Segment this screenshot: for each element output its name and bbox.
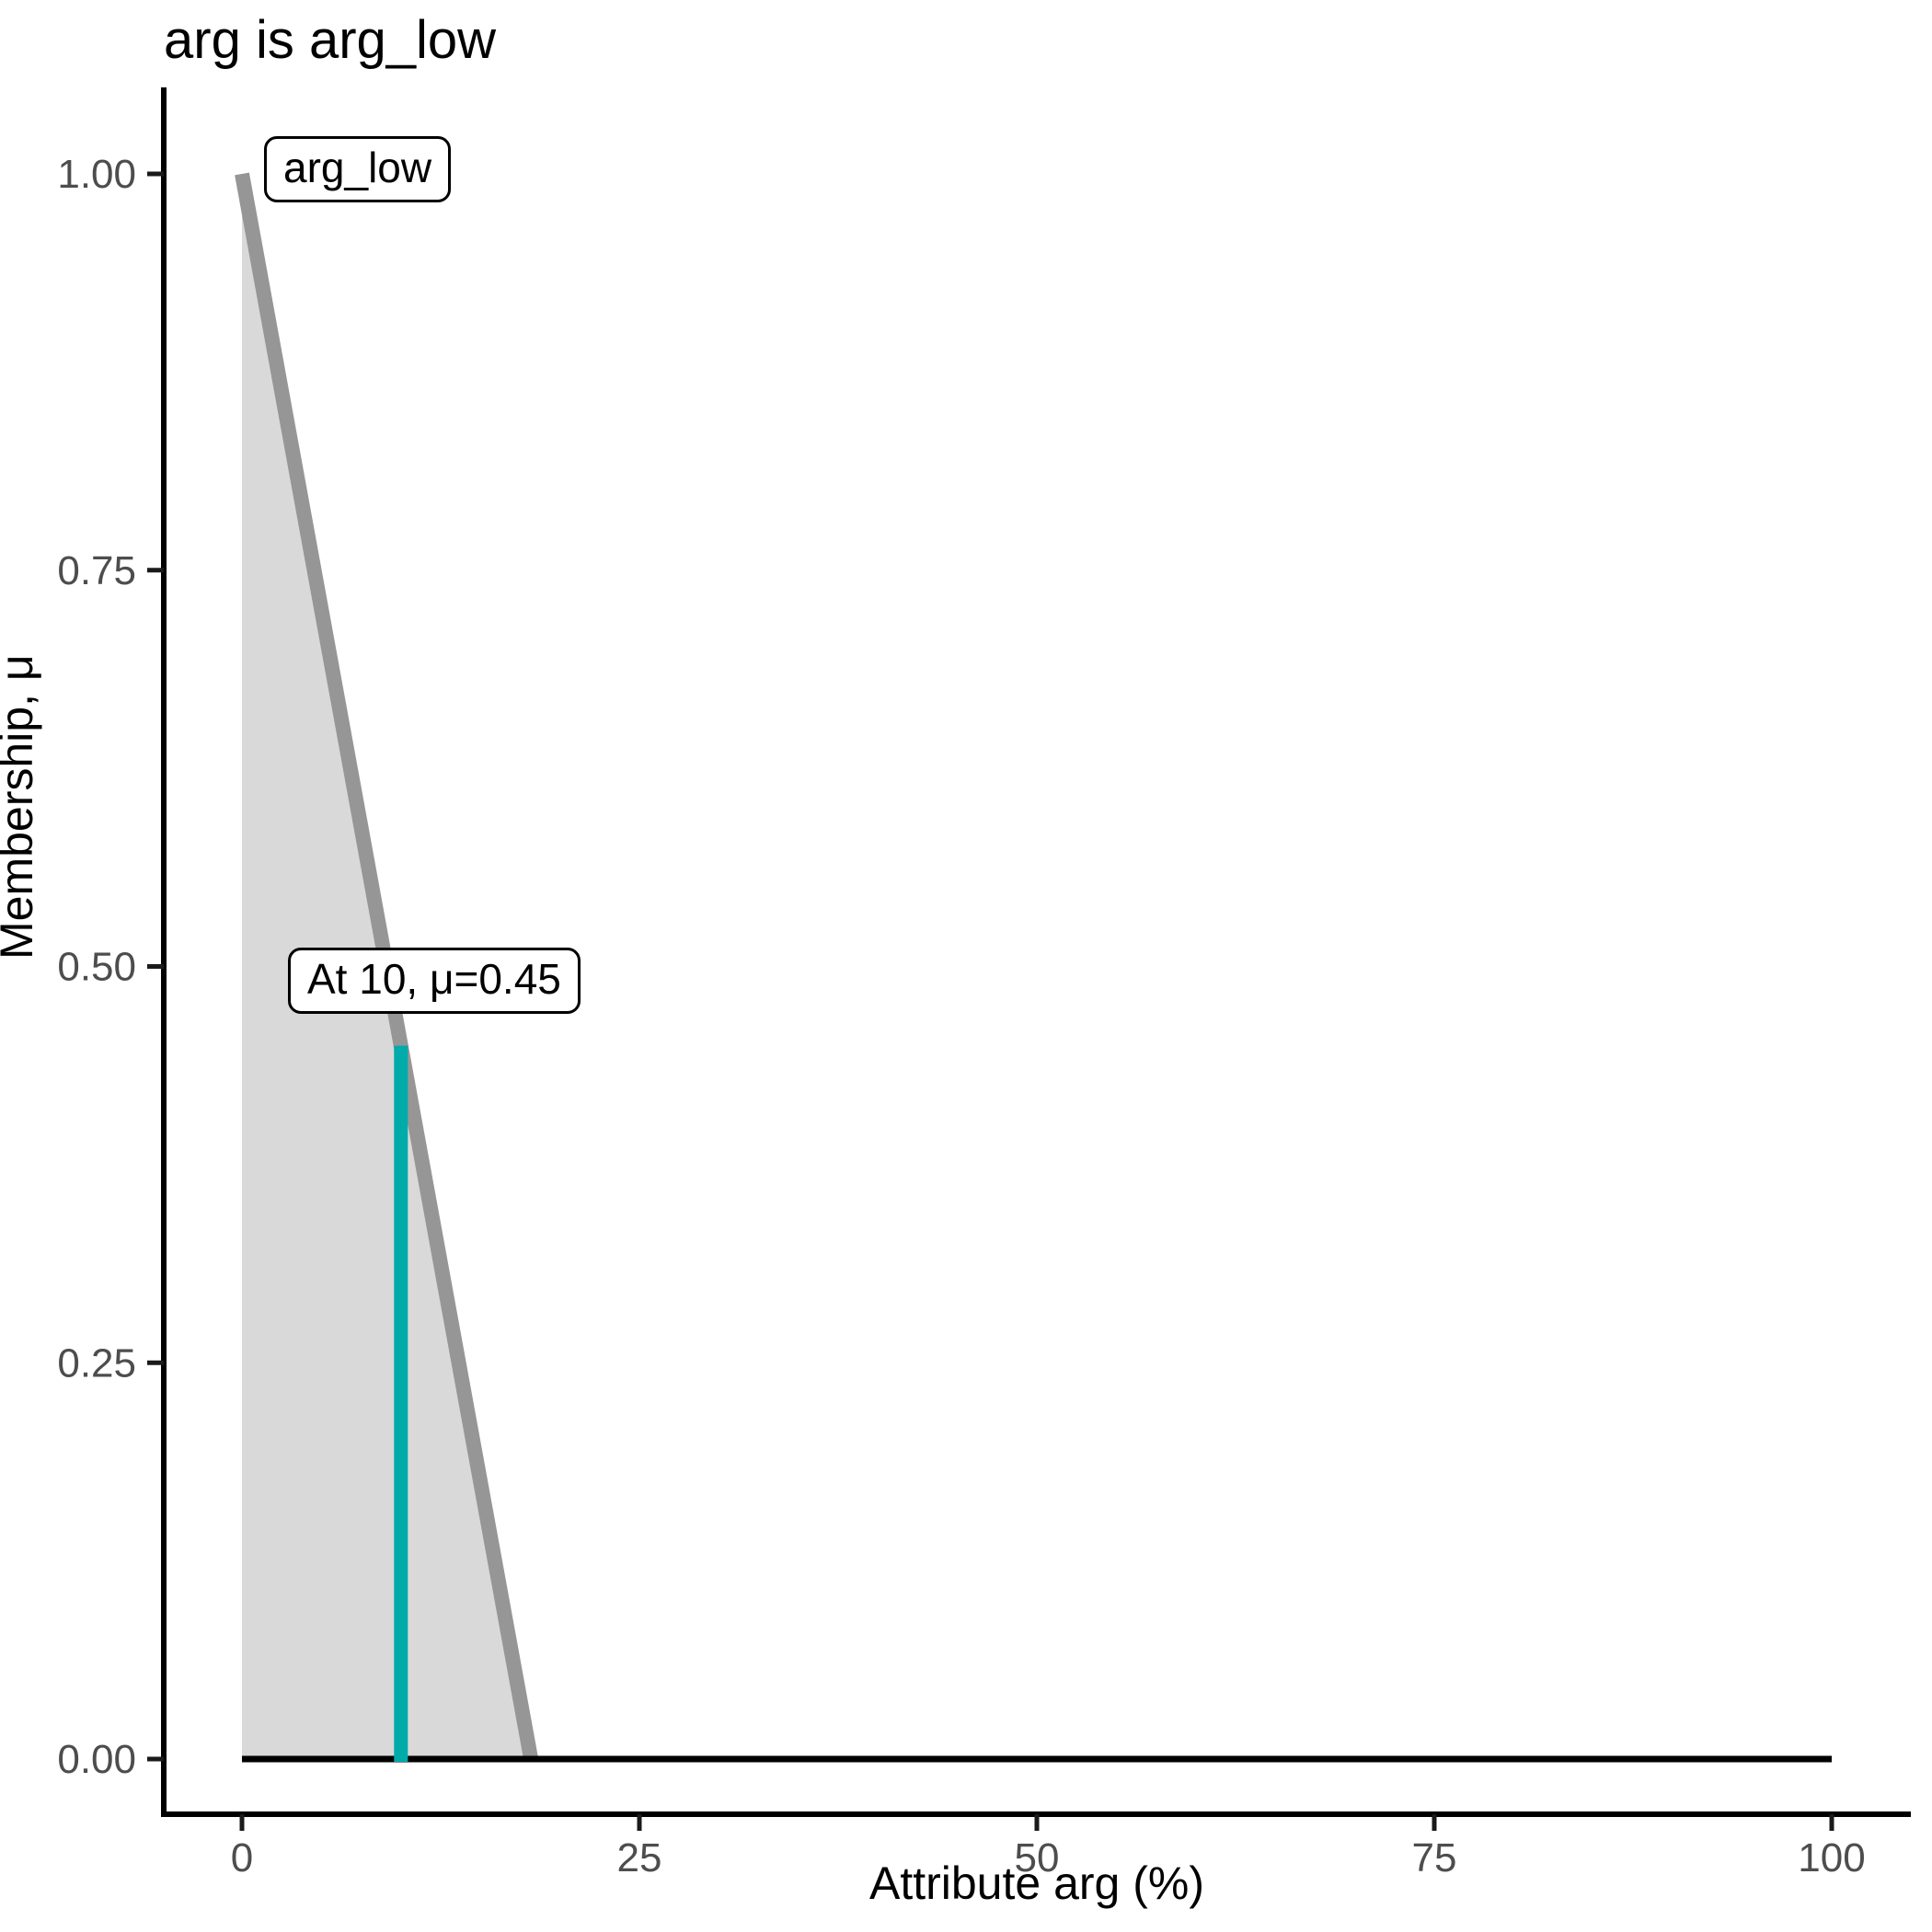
y-tick-label: 1.00 (57, 152, 136, 197)
x-tick-label: 75 (1412, 1835, 1457, 1880)
y-axis-title: Membership, μ (0, 654, 42, 960)
y-tick-label: 0.25 (57, 1340, 136, 1386)
x-tick-label: 50 (1015, 1835, 1060, 1880)
plot-title: arg is arg_low (164, 10, 497, 70)
x-tick-label: 100 (1798, 1835, 1865, 1880)
y-tick-label: 0.00 (57, 1737, 136, 1782)
y-tick-label: 0.50 (57, 945, 136, 990)
annotation-evaluation-label: At 10, μ=0.45 (288, 948, 581, 1014)
x-tick-label: 25 (617, 1835, 662, 1880)
annotation-set-label: arg_low (264, 136, 452, 202)
x-tick-label: 0 (231, 1835, 253, 1880)
y-tick-label: 0.75 (57, 548, 136, 593)
x-axis-title-text: Attribute arg (%) (868, 1857, 1204, 1909)
x-axis-title: Attribute arg (%) (0, 1857, 1932, 1910)
